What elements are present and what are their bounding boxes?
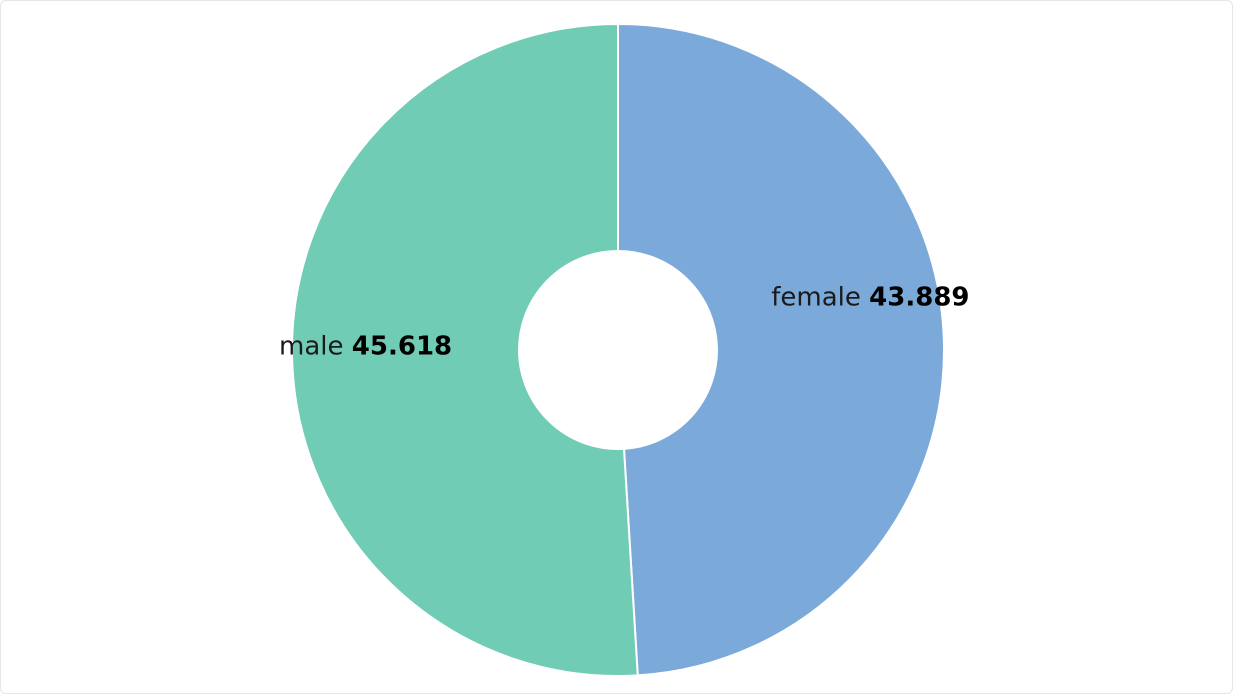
slice-label-name: female bbox=[771, 283, 869, 313]
slice-label-female: female 43.889 bbox=[771, 283, 969, 313]
slice-label-value: 45.618 bbox=[352, 331, 452, 361]
slice-female[interactable] bbox=[617, 22, 945, 677]
slice-label-male: male 45.618 bbox=[279, 331, 452, 361]
slice-male[interactable] bbox=[291, 22, 639, 677]
donut-slices bbox=[291, 22, 945, 677]
slice-label-name: male bbox=[279, 331, 352, 361]
donut-labels: female 43.889 male 45.618 bbox=[279, 283, 969, 362]
slice-label-value: 43.889 bbox=[869, 283, 969, 313]
